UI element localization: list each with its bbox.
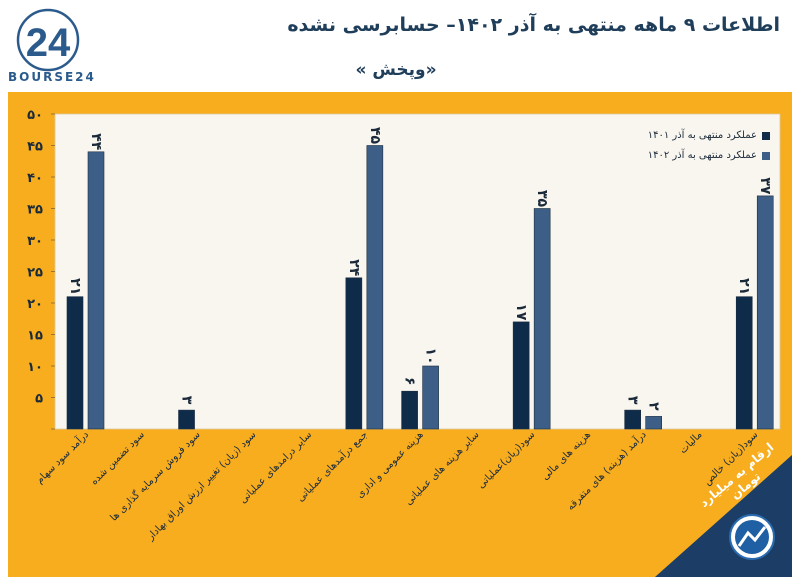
y-tick-label: ۵ (35, 392, 43, 407)
y-tick-label: ۳۵ (27, 203, 43, 218)
bar-1401 (735, 296, 753, 430)
bar-1401 (624, 409, 641, 430)
bar-1402 (422, 365, 439, 430)
bourse24-logo-icon: 24 (16, 8, 80, 72)
bar-1402 (533, 208, 551, 430)
bar-1401 (512, 321, 530, 430)
data-label: ۴۴ (88, 133, 104, 151)
bar-1402 (366, 145, 384, 430)
legend-item-1402: عملکرد منتهی به آذر ۱۴۰۲ (612, 150, 770, 161)
legend-swatch-1401 (762, 131, 770, 140)
y-tick-label: ۱۵ (27, 329, 43, 344)
data-label: ۱۷ (513, 303, 529, 321)
legend-label-1402: عملکرد منتهی به آذر ۱۴۰۲ (647, 150, 757, 161)
logo-mark: 24 (26, 21, 71, 65)
plot-area (54, 113, 781, 430)
y-tick-label: ۳۰ (27, 234, 43, 249)
legend-item-1401: عملکرد منتهی به آذر ۱۴۰۱ (612, 130, 770, 141)
bar-1401 (178, 409, 195, 430)
bar-1401 (66, 296, 84, 430)
y-tick-label: ۵۰ (27, 108, 43, 123)
data-label: ۳۵ (534, 190, 550, 208)
data-label: ۲۴ (346, 259, 362, 277)
y-tick-label: ۲۵ (27, 266, 43, 281)
y-tick-label: ۲۰ (27, 297, 43, 312)
data-label: ۲ (646, 402, 662, 411)
data-label: ۳۷ (757, 177, 773, 195)
page-title: اطلاعات ۹ ماهه منتهی به آذر ۱۴۰۲– حسابرس… (287, 14, 780, 36)
data-label: ۲۱ (736, 278, 752, 295)
y-axis: ۵ ۱۰ ۱۵ ۲۰ ۲۵ ۳۰ ۳۵ ۴۰ ۴۵ ۵۰ (27, 108, 55, 430)
data-label: ۶ (402, 377, 418, 386)
legend-label-1401: عملکرد منتهی به آذر ۱۴۰۱ (647, 130, 757, 141)
trend-badge-icon (729, 514, 775, 560)
data-label: ۱۰ (423, 347, 439, 364)
bar-1402 (87, 151, 105, 430)
data-label: ۳ (625, 396, 641, 405)
data-label: ۴۵ (367, 127, 383, 145)
data-label: ۲۱ (67, 278, 83, 295)
bar-1402 (756, 195, 774, 430)
y-tick-label: ۱۰ (27, 360, 43, 375)
logo-text: BOURSE24 (8, 70, 96, 84)
data-label: ۳ (179, 396, 195, 405)
bar-1401 (345, 277, 363, 430)
y-tick-label: ۴۰ (27, 171, 43, 186)
page-subtitle: «وپخش » (355, 60, 437, 80)
bar-1401 (401, 390, 418, 430)
legend-swatch-1402 (762, 151, 770, 160)
y-tick-label: ۴۵ (27, 140, 43, 155)
legend: عملکرد منتهی به آذر ۱۴۰۱ عملکرد منتهی به… (612, 130, 770, 170)
bar-1402 (645, 416, 662, 430)
